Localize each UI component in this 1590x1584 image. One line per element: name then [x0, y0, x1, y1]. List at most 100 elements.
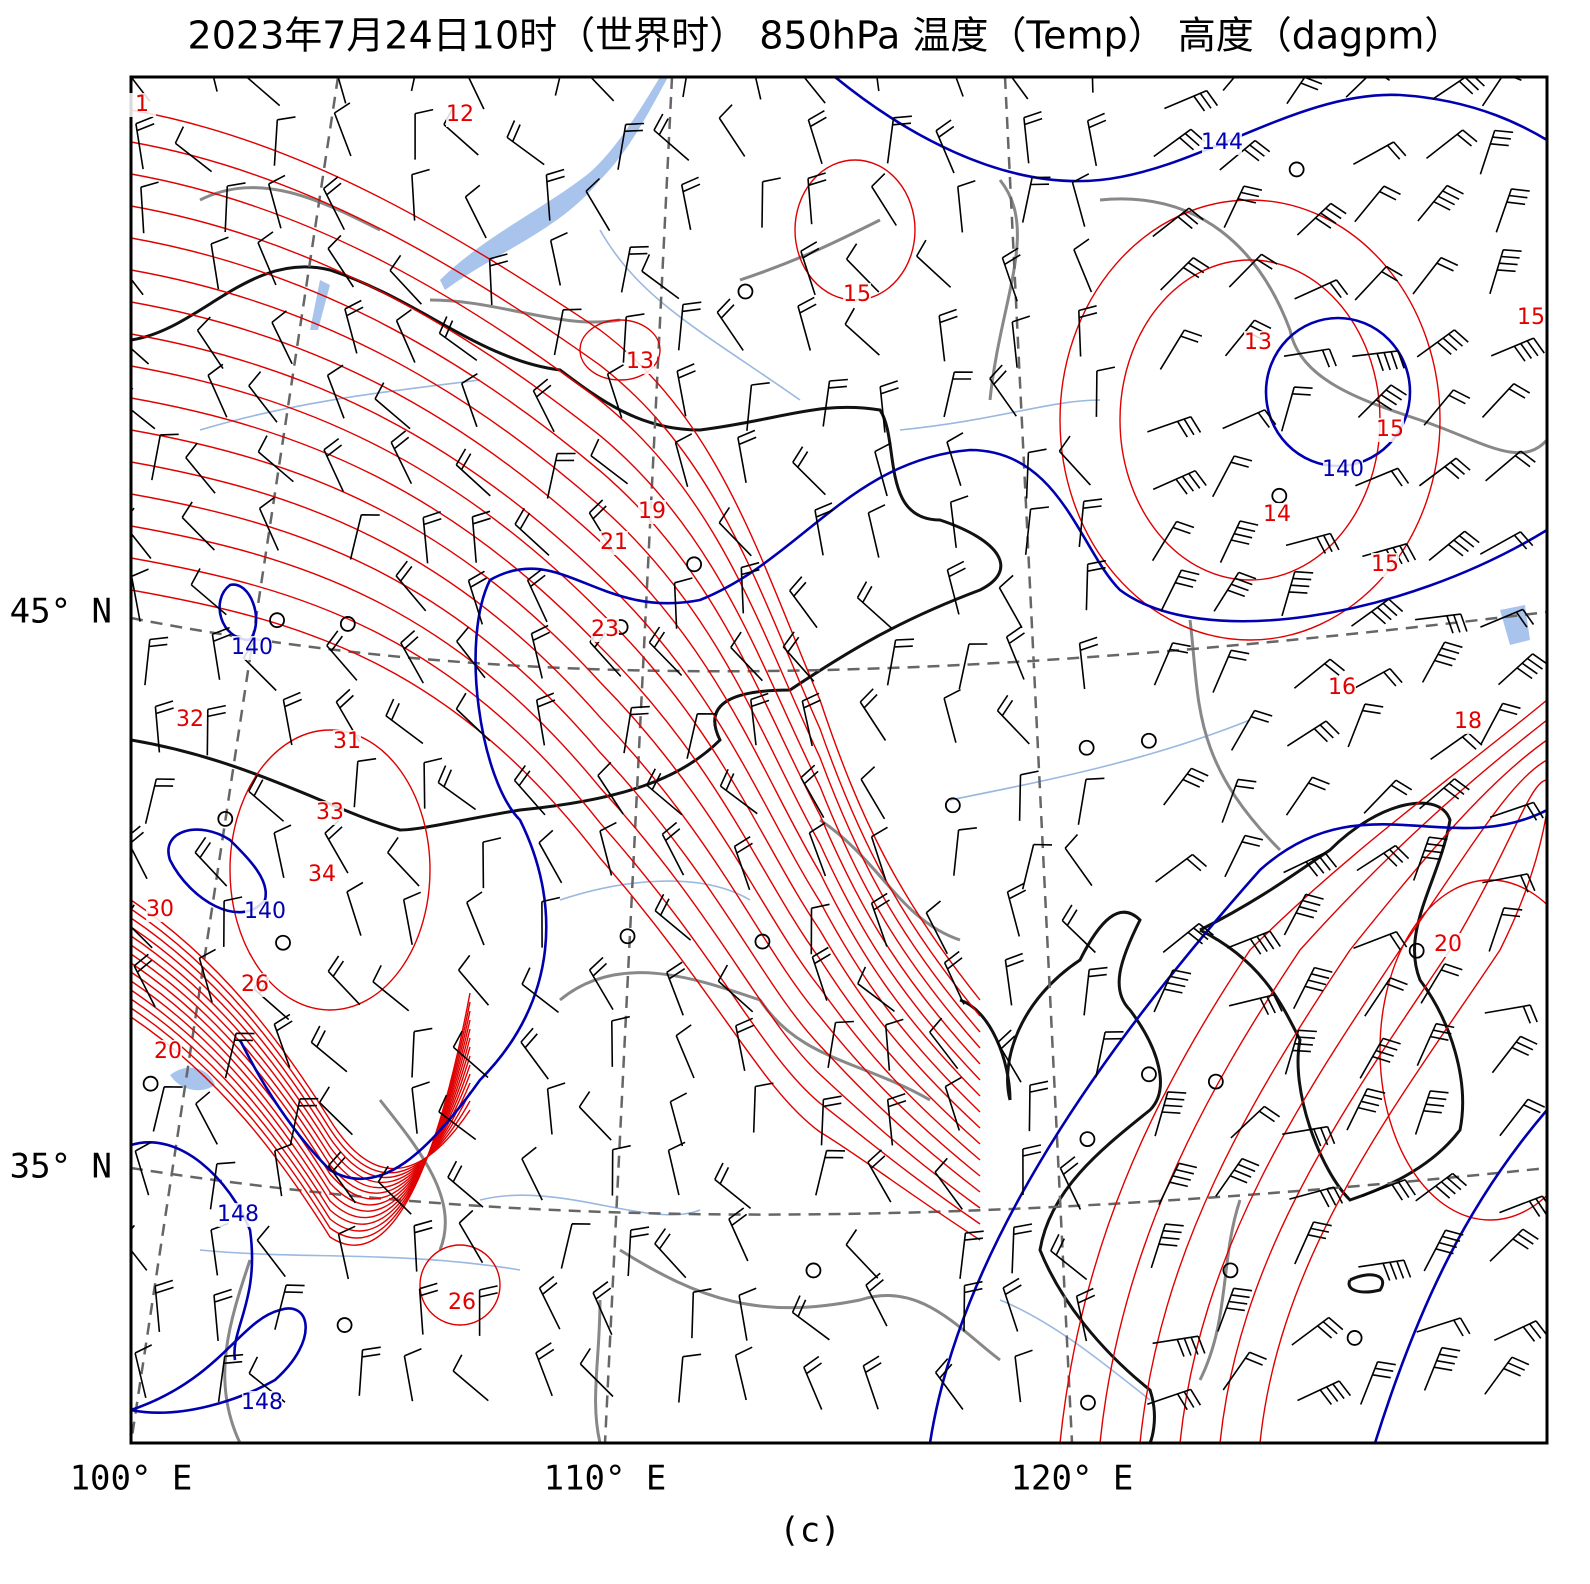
wind-barb — [1147, 415, 1202, 438]
wind-barb — [514, 507, 550, 556]
wind-barb — [1152, 469, 1207, 495]
wind-barb — [327, 234, 355, 288]
calm-station — [686, 556, 702, 573]
wind-barb — [223, 896, 243, 947]
wind-barb — [1223, 185, 1263, 229]
wind-barb — [1023, 110, 1043, 164]
wind-barb — [1059, 1156, 1082, 1210]
wind-barb — [1423, 389, 1471, 426]
wind-barb — [1296, 202, 1347, 236]
wind-barb — [1286, 77, 1327, 105]
wind-barb — [471, 510, 491, 563]
wind-barb — [437, 765, 477, 811]
wind-barb — [1163, 767, 1209, 806]
calm-station — [1288, 161, 1305, 178]
wind-barb — [554, 77, 561, 96]
wind-barb — [455, 692, 491, 742]
wind-barb — [959, 1230, 984, 1279]
wind-barb — [1480, 608, 1535, 628]
wind-barb — [1224, 834, 1264, 878]
wind-barb — [513, 765, 546, 816]
national-border — [131, 265, 1003, 832]
wind-barb — [1357, 384, 1407, 418]
wind-barb — [1071, 173, 1090, 227]
wind-barb — [457, 954, 490, 1006]
wind-barb — [718, 104, 746, 157]
wind-barb — [1283, 851, 1338, 877]
wind-barb — [606, 364, 624, 419]
calm-station — [1140, 732, 1157, 749]
wind-barb — [800, 241, 820, 296]
wind-barb — [1354, 185, 1401, 223]
calm-station — [1141, 1066, 1157, 1083]
wind-barb — [827, 1020, 854, 1069]
wind-barb — [377, 1165, 412, 1215]
calm-station — [944, 797, 961, 814]
temperature-contour — [131, 589, 981, 1241]
wind-barb — [402, 891, 422, 945]
wind-barb — [728, 1207, 749, 1262]
calm-station — [1207, 1073, 1224, 1090]
wind-barb — [1001, 247, 1021, 302]
calm-station — [737, 283, 754, 300]
wind-barb — [358, 1346, 381, 1396]
temperature-label: 15 — [1371, 552, 1399, 577]
wind-barb — [322, 176, 346, 231]
wind-barb — [800, 764, 825, 818]
wind-barb — [996, 694, 1030, 745]
wind-barb — [438, 1094, 477, 1141]
wind-barb — [1147, 1388, 1202, 1411]
wind-barb — [151, 433, 179, 481]
wind-barb — [327, 1151, 357, 1204]
label-halo — [843, 283, 871, 307]
wind-barb — [1086, 112, 1107, 167]
wind-barb — [198, 948, 216, 1003]
wind-barb — [879, 380, 899, 433]
wind-barb — [467, 77, 485, 110]
label-halo — [308, 863, 336, 887]
wind-barb — [856, 581, 893, 629]
wind-barb — [458, 1209, 484, 1264]
label-halo — [333, 730, 361, 754]
wind-barb — [520, 1027, 549, 1080]
wind-barb — [648, 626, 683, 676]
label-halo — [591, 618, 619, 642]
wind-barb — [590, 438, 629, 485]
wind-barb — [953, 827, 977, 876]
height-label: 148 — [241, 1390, 283, 1415]
temperature-contour — [131, 992, 471, 1246]
wind-barb — [1349, 667, 1403, 692]
height-contour — [131, 1141, 254, 1361]
wind-barb — [1426, 129, 1478, 160]
calm-station — [1408, 942, 1425, 959]
wind-barb — [274, 1143, 293, 1197]
wind-barb — [1359, 1361, 1396, 1405]
wind-barb — [506, 120, 545, 166]
wind-barb — [1479, 129, 1514, 175]
wind-barb — [1481, 77, 1522, 107]
temperature-label: 13 — [626, 349, 654, 374]
wind-barb — [676, 363, 696, 417]
calm-station — [1346, 1330, 1363, 1346]
wind-barb — [134, 1141, 152, 1196]
wind-barb — [521, 1146, 543, 1201]
wind-barb — [1159, 329, 1203, 370]
calm-station — [1271, 487, 1288, 504]
wind-barb — [717, 964, 754, 1013]
wind-barb — [585, 178, 611, 232]
temperature-label: 12 — [446, 102, 474, 127]
wind-barb — [1488, 907, 1523, 952]
temperature-label: 15 — [1517, 305, 1545, 330]
wind-barb — [323, 437, 345, 492]
lat-label: 35° N — [10, 1147, 112, 1187]
wind-barb — [938, 308, 958, 362]
wind-barb — [154, 1279, 174, 1332]
wind-barb — [217, 1353, 244, 1403]
wind-barb — [190, 568, 227, 616]
temperature-contour — [131, 141, 981, 1017]
wind-barb — [737, 429, 757, 483]
wind-barb — [998, 574, 1023, 629]
wind-barb — [989, 364, 1017, 417]
wind-barb — [929, 1017, 959, 1070]
wind-barb — [1480, 702, 1521, 745]
